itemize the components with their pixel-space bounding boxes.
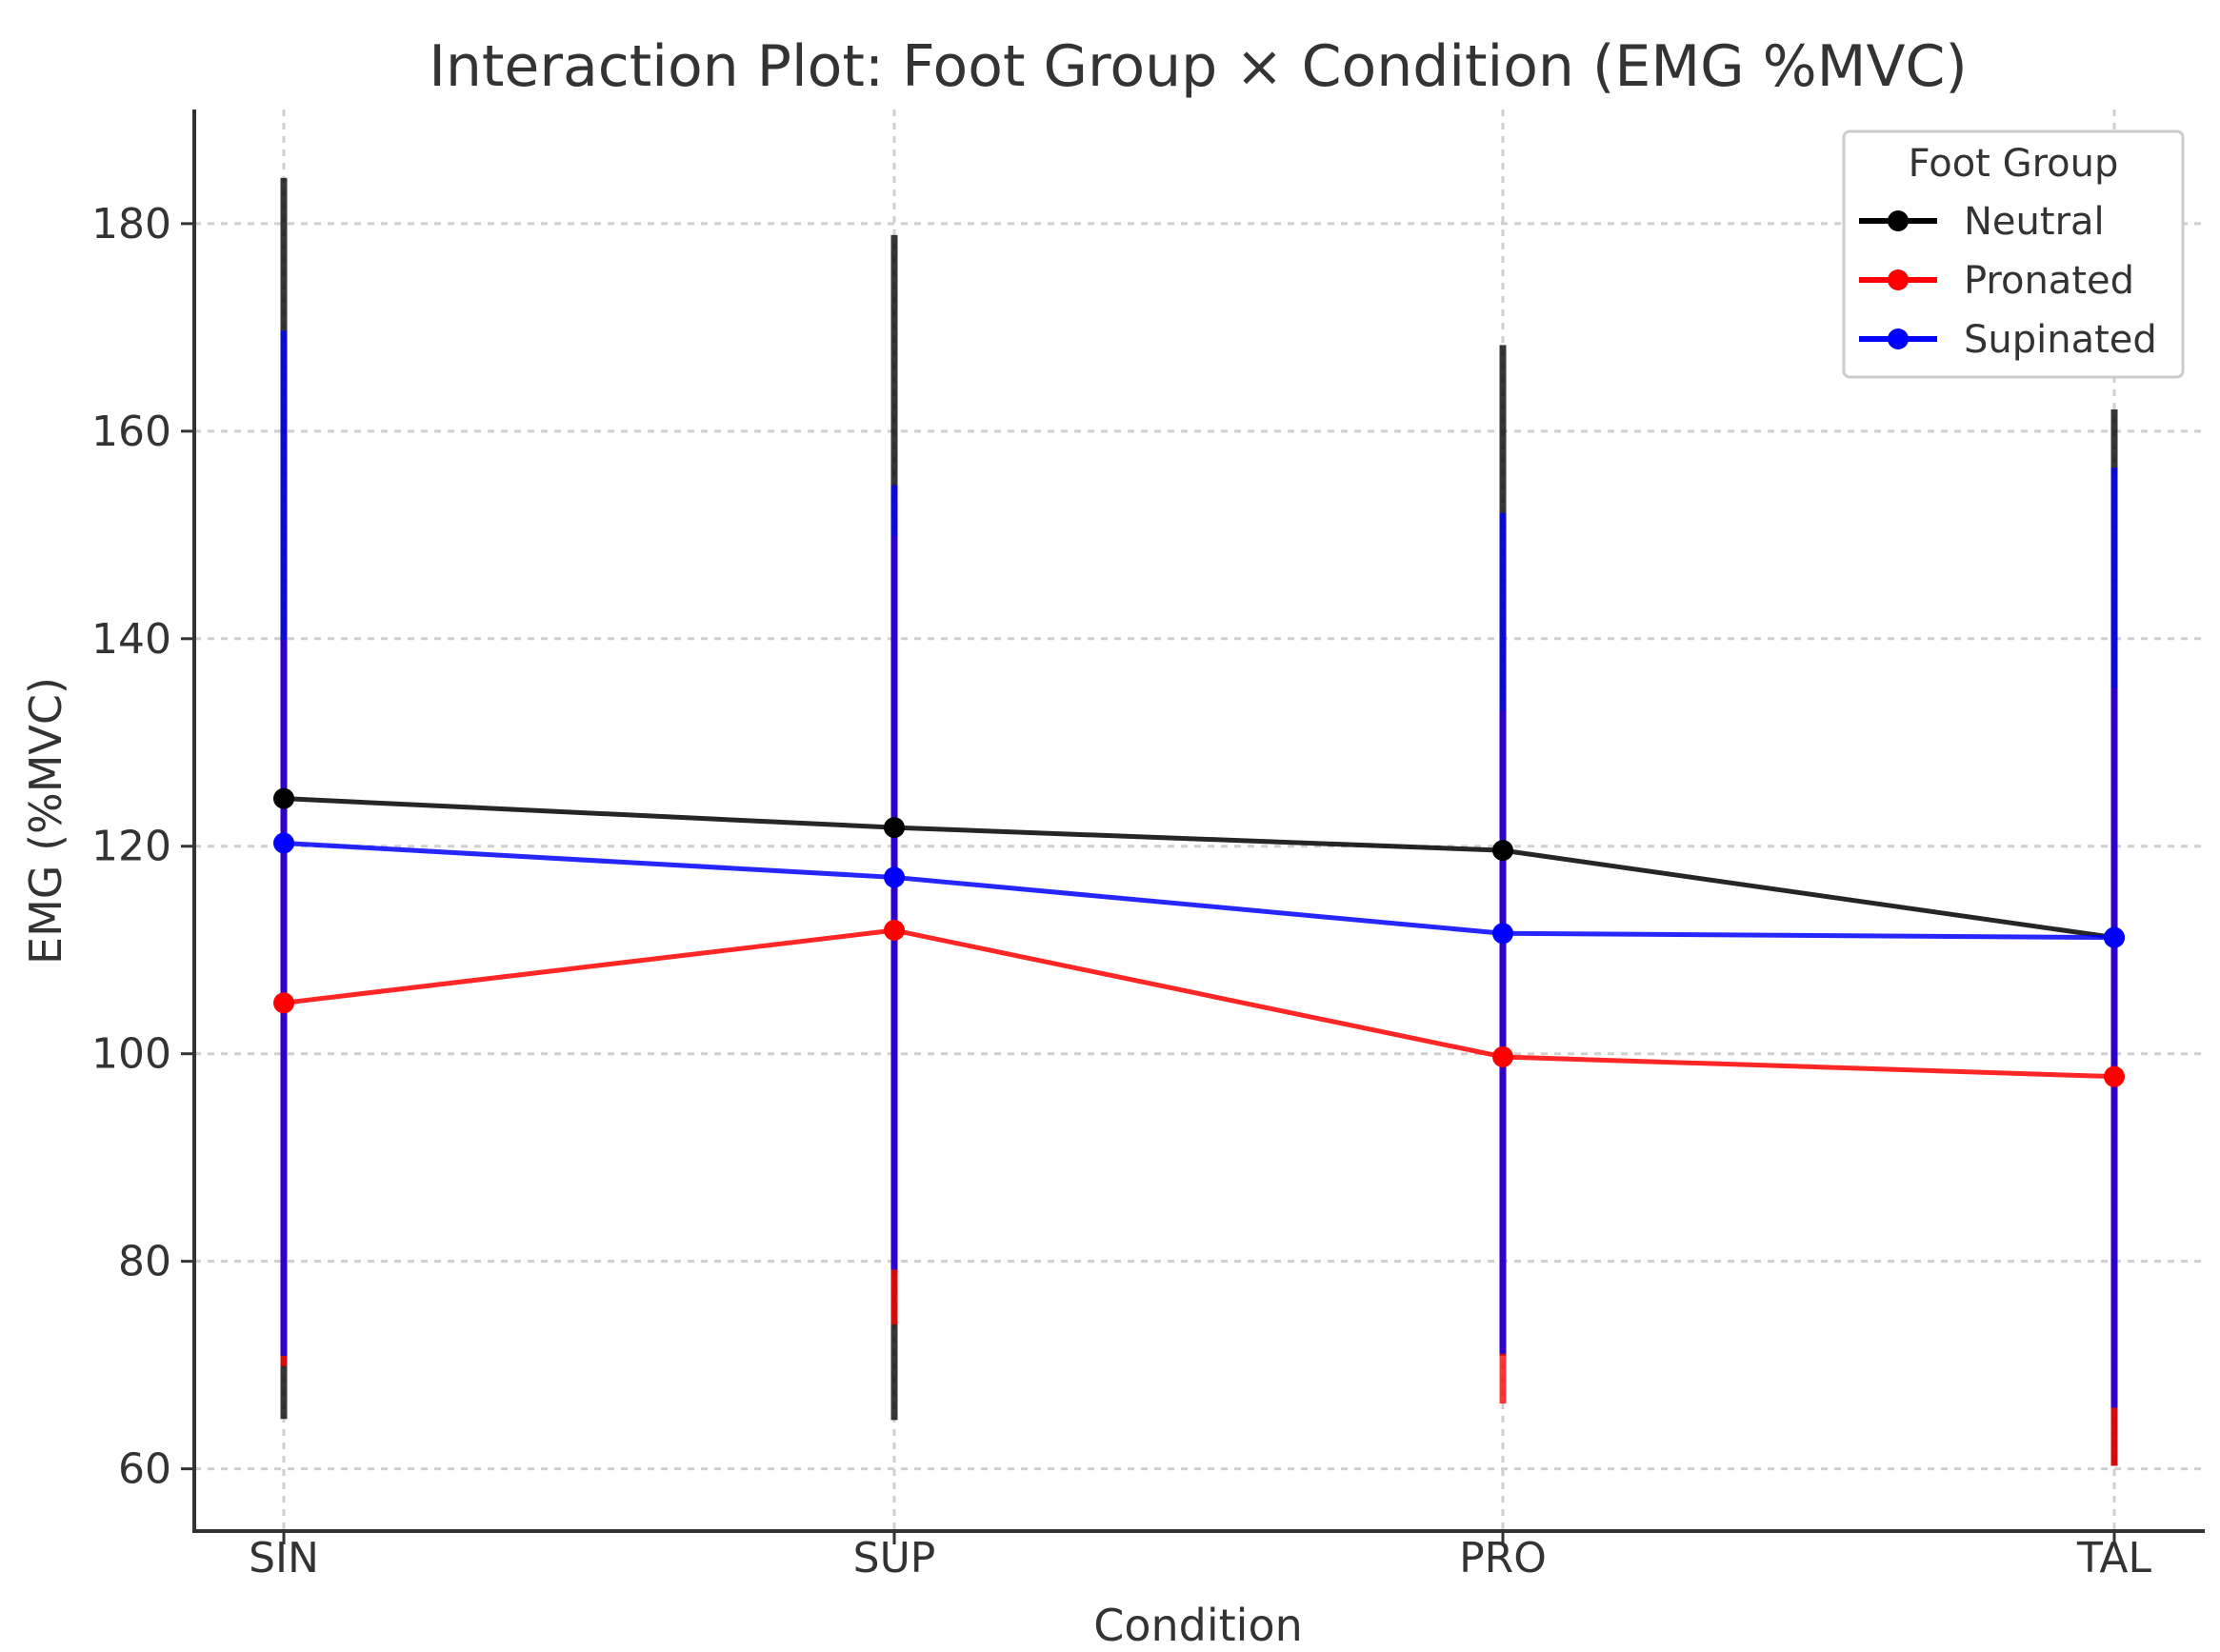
legend-label-supinated: Supinated: [1964, 318, 2157, 362]
supinated-point-pro: [1492, 923, 1513, 945]
y-tick-label: 60: [118, 1445, 171, 1494]
y-tick-label: 80: [118, 1238, 171, 1286]
neutral-point-sin: [273, 787, 294, 809]
legend-label-pronated: Pronated: [1964, 259, 2134, 303]
pronated-point-sup: [884, 920, 905, 942]
neutral-point-pro: [1492, 840, 1513, 862]
y-axis-label: EMG (%MVC): [20, 677, 71, 965]
pronated-series-line: [283, 927, 2115, 1080]
axis-frame: [192, 109, 2205, 1533]
series-lines: [283, 796, 2115, 1080]
supinated-point-sup: [884, 866, 905, 888]
legend-title: Foot Group: [1909, 142, 2119, 186]
supinated-point-tal: [2104, 926, 2125, 948]
pronated-point-sin: [273, 992, 294, 1014]
x-tick-label-sup: SUP: [853, 1534, 936, 1582]
error-bars: [280, 177, 2118, 1466]
neutral-point-sup: [884, 817, 905, 839]
x-tick-label-pro: PRO: [1459, 1534, 1547, 1582]
legend-marker-pronated: [1888, 269, 1909, 290]
x-ticks: SIN SUP PRO TAL: [249, 1531, 2152, 1582]
y-ticks: 60 80 100 120 140 160 180: [91, 200, 194, 1494]
legend-marker-neutral: [1888, 210, 1909, 231]
series-markers: [273, 787, 2125, 1087]
y-tick-label: 120: [91, 823, 171, 871]
x-tick-label-sin: SIN: [249, 1534, 319, 1582]
legend: Foot Group Neutral Pronated Supinated: [1842, 129, 2185, 379]
supinated-series-line: [283, 840, 2115, 941]
pronated-point-tal: [2104, 1065, 2125, 1087]
y-tick-label: 100: [91, 1030, 171, 1079]
x-axis-label: Condition: [1093, 1600, 1303, 1651]
legend-box: [1842, 129, 2185, 379]
legend-marker-supinated: [1888, 328, 1909, 349]
y-tick-label: 160: [91, 408, 171, 456]
x-tick-label-tal: TAL: [2076, 1534, 2152, 1582]
legend-label-neutral: Neutral: [1964, 200, 2105, 244]
neutral-series-line: [283, 796, 2115, 941]
pronated-point-pro: [1492, 1045, 1513, 1067]
supinated-point-sin: [273, 832, 294, 854]
y-tick-label: 180: [91, 200, 171, 249]
chart-title: Interaction Plot: Foot Group × Condition…: [429, 33, 1968, 100]
y-tick-label: 140: [91, 615, 171, 664]
legend-items: Neutral Pronated Supinated: [1859, 200, 2157, 362]
